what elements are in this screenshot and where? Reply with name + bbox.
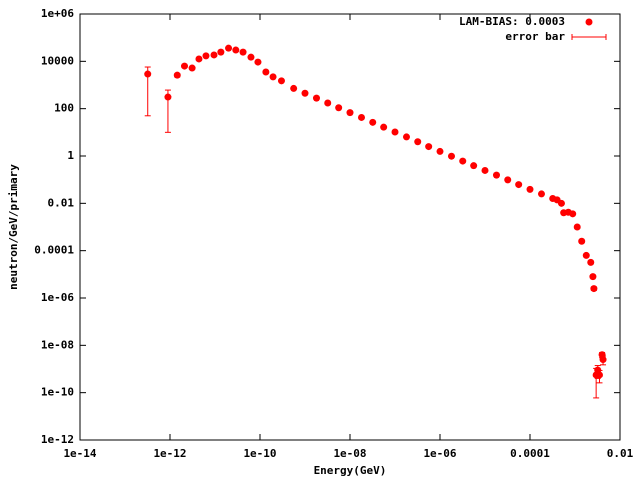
point: [436, 147, 444, 155]
x-tick-label: 1e-06: [423, 447, 456, 460]
point: [269, 73, 277, 81]
point: [504, 176, 512, 184]
point: [589, 273, 597, 281]
point: [262, 68, 270, 76]
legend-marker: [585, 18, 593, 26]
point: [335, 104, 343, 112]
point: [470, 162, 478, 170]
point: [414, 138, 422, 146]
point: [587, 258, 595, 266]
x-tick-label: 1e-08: [333, 447, 366, 460]
point: [526, 185, 534, 193]
y-tick-label: 0.0001: [34, 244, 74, 257]
y-tick-label: 1e+06: [41, 7, 74, 20]
point: [569, 210, 577, 218]
y-tick-label: 1e-12: [41, 433, 74, 446]
point: [195, 55, 203, 63]
point: [173, 71, 181, 79]
point: [515, 181, 523, 189]
point: [425, 143, 433, 151]
legend-label: LAM-BIAS: 0.0003: [459, 15, 565, 28]
y-tick-label: 1e-10: [41, 386, 74, 399]
point: [301, 89, 309, 97]
point: [188, 64, 196, 72]
point: [357, 113, 365, 121]
point: [380, 123, 388, 131]
plot-frame: [79, 13, 621, 441]
point: [590, 285, 598, 293]
point: [595, 371, 603, 379]
y-tick-label: 1e-06: [41, 291, 74, 304]
x-tick-label: 0.01: [607, 447, 634, 460]
point: [210, 51, 218, 59]
point: [447, 152, 455, 160]
legend-label: error bar: [505, 30, 565, 43]
point: [481, 166, 489, 174]
point: [324, 99, 332, 107]
y-tick-label: 10000: [41, 54, 74, 67]
y-tick-label: 1e-08: [41, 338, 74, 351]
point: [144, 70, 152, 78]
point: [290, 84, 298, 92]
point: [346, 109, 354, 117]
x-tick-label: 1e-14: [63, 447, 96, 460]
point: [459, 157, 467, 165]
point: [232, 46, 240, 54]
y-tick-label: 100: [54, 102, 74, 115]
point: [573, 223, 581, 231]
x-tick-label: 1e-10: [243, 447, 276, 460]
point: [180, 62, 188, 70]
point: [599, 356, 607, 364]
x-tick-label: 0.0001: [510, 447, 550, 460]
point: [402, 133, 410, 141]
point: [312, 94, 320, 102]
x-tick-label: 1e-12: [153, 447, 186, 460]
point: [391, 128, 399, 136]
point: [239, 48, 247, 56]
point: [557, 199, 565, 207]
y-tick-label: 1: [67, 149, 74, 162]
point: [254, 58, 262, 66]
point: [247, 53, 255, 61]
point: [277, 77, 285, 85]
point: [492, 171, 500, 179]
point: [578, 237, 586, 245]
y-tick-label: 0.01: [48, 196, 75, 209]
x-axis-label: Energy(GeV): [314, 464, 387, 477]
point: [225, 44, 233, 52]
point: [537, 190, 545, 198]
y-axis-label: neutron/GeV/primary: [7, 164, 20, 290]
point: [202, 52, 210, 60]
point: [217, 48, 225, 56]
point: [164, 93, 172, 101]
point: [369, 118, 377, 126]
point: [582, 251, 590, 259]
